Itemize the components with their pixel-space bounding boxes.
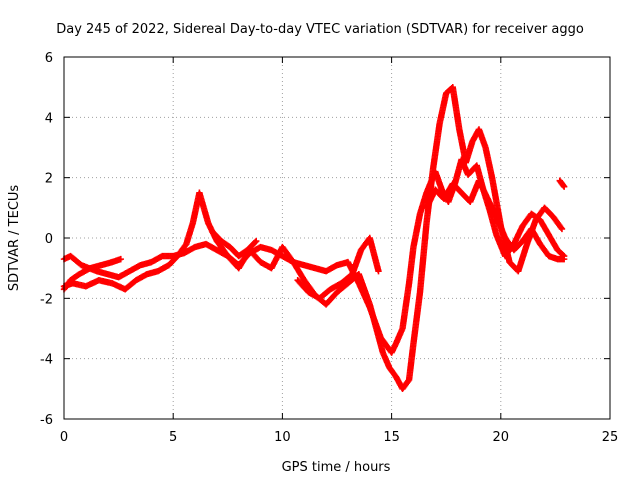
plus-marker — [560, 255, 568, 263]
y-tick-label: -2 — [40, 292, 53, 307]
y-tick-label: 4 — [45, 111, 53, 126]
x-axis-label: GPS time / hours — [282, 460, 391, 475]
plus-marker — [252, 237, 260, 245]
y-tick-label: -4 — [40, 353, 53, 368]
x-tick-label: 0 — [60, 430, 68, 445]
data-points — [60, 83, 568, 393]
series-track-D — [209, 228, 260, 260]
series-track-G — [556, 177, 568, 190]
x-tick-label: 10 — [274, 430, 291, 445]
chart-title: Day 245 of 2022, Sidereal Day-to-day VTE… — [56, 22, 584, 37]
x-tick-label: 20 — [493, 430, 510, 445]
plus-marker — [557, 224, 565, 231]
series-track-E — [294, 234, 382, 302]
x-tick-label: 25 — [602, 430, 619, 445]
y-tick-label: 2 — [45, 172, 53, 187]
plus-marker — [252, 238, 259, 246]
plus-marker — [375, 267, 382, 275]
y-tick-label: 6 — [45, 51, 53, 66]
y-tick-label: 0 — [45, 232, 53, 247]
axis-ticks: 0 5 10 15 20 25 -6 -4 -2 0 2 4 6 — [40, 51, 618, 445]
x-tick-label: 15 — [383, 430, 400, 445]
plus-marker — [560, 183, 568, 190]
y-tick-label: -6 — [40, 413, 53, 428]
plus-marker — [558, 225, 566, 233]
plus-marker — [117, 255, 124, 263]
y-axis-label: SDTVAR / TECUs — [7, 185, 22, 292]
series-track-C — [60, 255, 124, 293]
series-track-B — [60, 83, 566, 393]
x-tick-label: 5 — [169, 430, 177, 445]
series-track-F — [423, 177, 568, 263]
